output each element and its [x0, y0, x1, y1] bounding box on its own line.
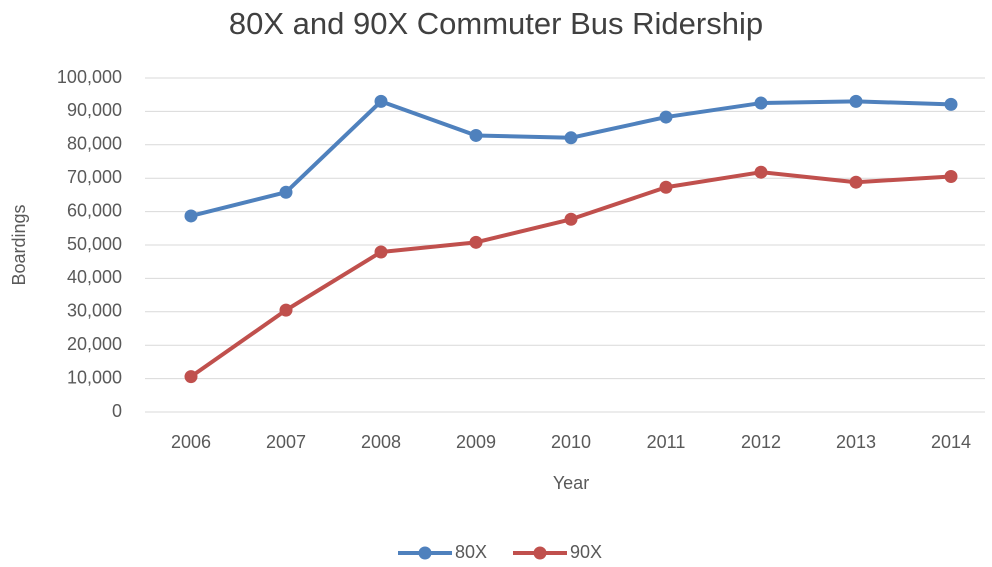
y-tick-label: 60,000 — [67, 200, 122, 220]
data-point — [469, 128, 483, 142]
y-tick-label: 0 — [112, 401, 122, 421]
data-point — [564, 212, 578, 226]
legend-label: 80X — [455, 542, 487, 562]
x-tick-label: 2008 — [361, 432, 401, 452]
data-point — [279, 303, 293, 317]
y-tick-label: 20,000 — [67, 334, 122, 354]
x-axis-label: Year — [553, 473, 589, 493]
data-point — [849, 94, 863, 108]
x-tick-label: 2013 — [836, 432, 876, 452]
series-line — [189, 170, 952, 379]
y-tick-label: 100,000 — [57, 67, 122, 87]
legend-label: 90X — [570, 542, 602, 562]
data-point — [849, 175, 863, 189]
data-point — [944, 170, 958, 184]
y-tick-label: 70,000 — [67, 167, 122, 187]
x-tick-label: 2011 — [647, 432, 686, 452]
data-point — [754, 96, 768, 110]
data-point — [469, 235, 483, 249]
legend-marker — [533, 546, 547, 560]
x-tick-label: 2006 — [171, 432, 211, 452]
data-point — [279, 185, 293, 199]
x-tick-label: 2014 — [931, 432, 971, 452]
y-tick-label: 90,000 — [67, 100, 122, 120]
x-tick-label: 2007 — [266, 432, 306, 452]
x-tick-label: 2010 — [551, 432, 591, 452]
y-tick-label: 30,000 — [67, 301, 122, 321]
series-line — [190, 99, 952, 218]
data-point — [659, 110, 673, 124]
x-tick-label: 2009 — [456, 432, 496, 452]
data-point — [754, 165, 768, 179]
chart-title: 80X and 90X Commuter Bus Ridership — [229, 6, 763, 41]
y-tick-label: 40,000 — [67, 267, 122, 287]
y-tick-label: 10,000 — [67, 367, 122, 387]
data-point — [374, 245, 388, 259]
data-point — [659, 180, 673, 194]
data-point — [184, 370, 198, 384]
data-point — [944, 97, 958, 111]
data-point — [374, 94, 388, 108]
y-tick-label: 50,000 — [67, 234, 122, 254]
x-tick-label: 2012 — [741, 432, 781, 452]
legend-marker — [418, 546, 432, 560]
y-axis-label: Boardings — [9, 204, 29, 285]
y-tick-label: 80,000 — [67, 134, 122, 154]
data-point — [564, 131, 578, 145]
data-point — [184, 209, 198, 223]
